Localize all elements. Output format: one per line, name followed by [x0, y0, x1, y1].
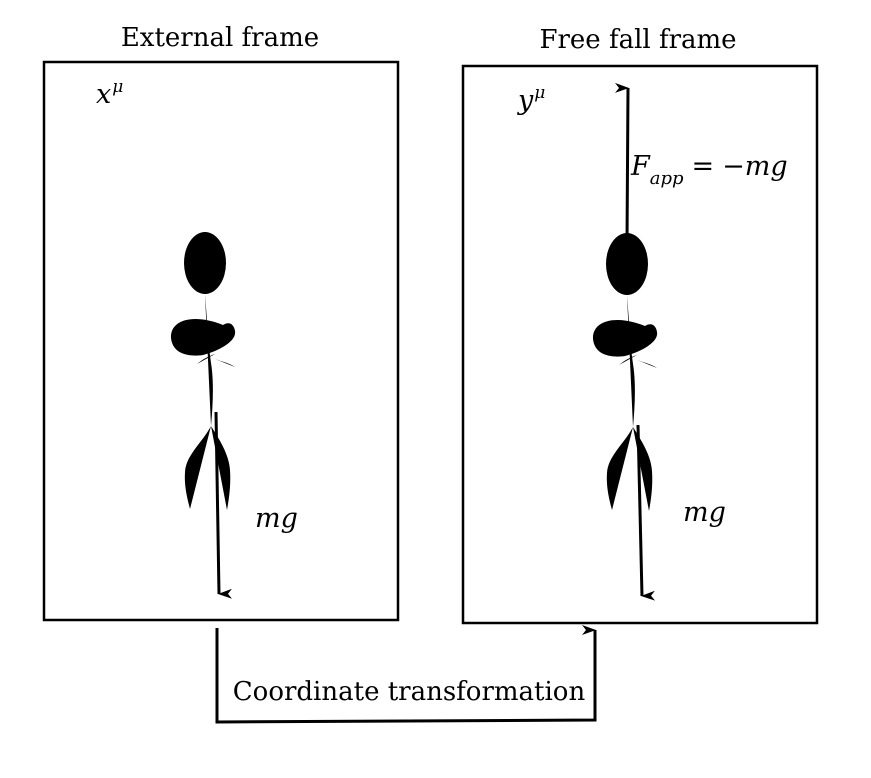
free-fall-stick-figure [592, 233, 658, 514]
applied-force-symbol: F [630, 151, 651, 182]
external-coordinate-symbol: x [96, 79, 111, 110]
external-frame-panel: External frame xμ mg [42, 23, 400, 622]
external-coordinate-label: xμ [96, 77, 123, 110]
free-fall-coordinate-label: yμ [517, 83, 545, 116]
applied-force-value: −mg [722, 151, 788, 182]
applied-force-arrow [614, 82, 630, 244]
applied-force-subscript: app [650, 168, 684, 189]
free-fall-coordinate-index: μ [534, 83, 545, 103]
external-frame-title: External frame [121, 23, 319, 53]
external-frame-box [42, 60, 400, 622]
applied-force-equals: = [692, 151, 715, 182]
free-fall-coordinate-symbol: y [517, 85, 534, 116]
transformation-label: Coordinate transformation [233, 677, 586, 707]
transformation-connector: Coordinate transformation [215, 625, 597, 724]
external-stick-figure [170, 232, 236, 513]
free-fall-gravity-arrow [636, 424, 656, 601]
external-coordinate-index: μ [112, 77, 123, 97]
external-gravity-label: mg [255, 503, 298, 534]
external-gravity-arrow [214, 411, 233, 599]
free-fall-frame-box [461, 64, 819, 625]
applied-force-label: Fapp = −mg [630, 151, 788, 189]
free-fall-gravity-label: mg [683, 497, 726, 528]
free-fall-frame-panel: Free fall frame yμ Fapp = −mg mg [461, 25, 819, 625]
free-fall-frame-title: Free fall frame [539, 25, 736, 55]
transformation-path-arrow [215, 625, 597, 724]
